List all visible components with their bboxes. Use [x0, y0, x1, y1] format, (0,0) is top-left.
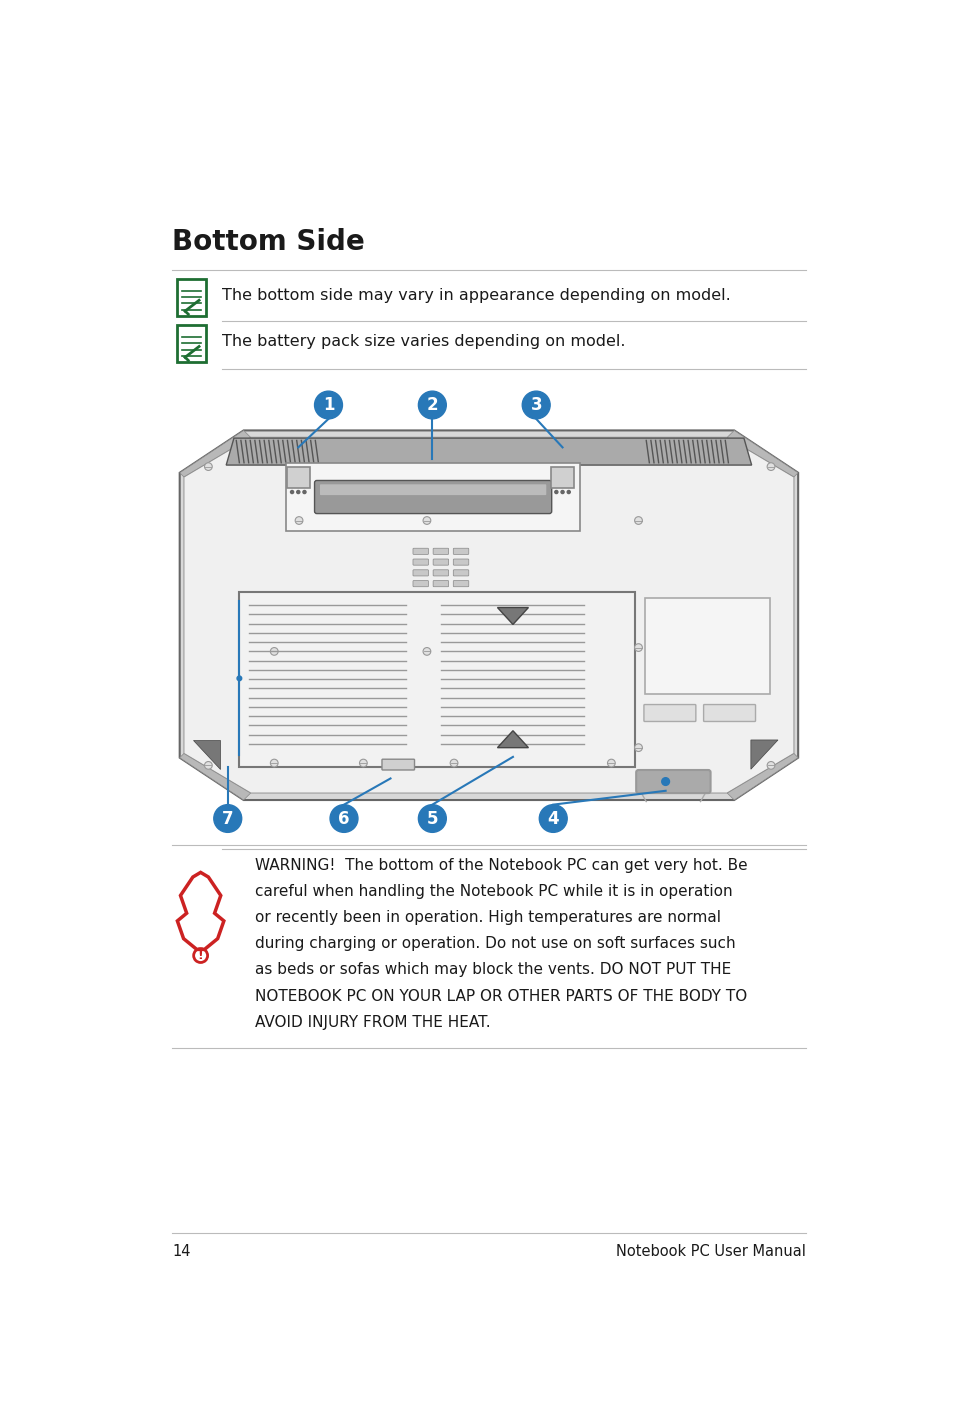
Polygon shape [179, 753, 251, 800]
Polygon shape [179, 431, 251, 476]
FancyBboxPatch shape [413, 570, 428, 576]
Circle shape [291, 491, 294, 493]
FancyBboxPatch shape [413, 559, 428, 566]
Text: as beds or sofas which may block the vents. DO NOT PUT THE: as beds or sofas which may block the ven… [254, 963, 730, 977]
Circle shape [422, 516, 431, 525]
Polygon shape [497, 730, 528, 747]
FancyBboxPatch shape [286, 462, 579, 530]
FancyBboxPatch shape [239, 593, 634, 767]
Circle shape [661, 777, 669, 786]
Text: Bottom Side: Bottom Side [172, 228, 364, 255]
Circle shape [538, 804, 567, 832]
Circle shape [236, 676, 241, 681]
Text: 7: 7 [222, 810, 233, 828]
Circle shape [270, 759, 278, 767]
Circle shape [766, 761, 774, 769]
Text: 2: 2 [426, 396, 437, 414]
Text: 6: 6 [338, 810, 350, 828]
FancyBboxPatch shape [433, 570, 448, 576]
Circle shape [450, 759, 457, 767]
FancyBboxPatch shape [433, 559, 448, 566]
Text: or recently been in operation. High temperatures are normal: or recently been in operation. High temp… [254, 910, 720, 925]
FancyBboxPatch shape [314, 481, 551, 513]
FancyBboxPatch shape [453, 549, 468, 554]
FancyBboxPatch shape [453, 580, 468, 587]
Circle shape [204, 761, 212, 769]
Text: careful when handling the Notebook PC while it is in operation: careful when handling the Notebook PC wh… [254, 883, 732, 899]
FancyBboxPatch shape [381, 759, 415, 770]
Circle shape [418, 804, 446, 832]
FancyBboxPatch shape [550, 467, 574, 488]
Circle shape [521, 391, 550, 418]
FancyBboxPatch shape [176, 279, 206, 316]
Text: 1: 1 [322, 396, 334, 414]
FancyBboxPatch shape [643, 705, 695, 722]
Circle shape [303, 491, 306, 493]
FancyBboxPatch shape [176, 325, 206, 362]
Text: The bottom side may vary in appearance depending on model.: The bottom side may vary in appearance d… [222, 288, 730, 303]
Circle shape [359, 759, 367, 767]
Circle shape [634, 516, 641, 525]
Text: 4: 4 [547, 810, 558, 828]
Circle shape [766, 462, 774, 471]
Polygon shape [179, 431, 798, 800]
Text: !: ! [197, 949, 203, 961]
Circle shape [634, 744, 641, 752]
Polygon shape [497, 607, 528, 624]
Circle shape [294, 516, 303, 525]
Circle shape [270, 648, 278, 655]
FancyBboxPatch shape [644, 597, 769, 693]
FancyBboxPatch shape [636, 770, 710, 793]
Circle shape [204, 462, 212, 471]
FancyBboxPatch shape [433, 549, 448, 554]
Circle shape [418, 391, 446, 418]
Circle shape [555, 491, 558, 493]
Text: 5: 5 [426, 810, 437, 828]
Text: NOTEBOOK PC ON YOUR LAP OR OTHER PARTS OF THE BODY TO: NOTEBOOK PC ON YOUR LAP OR OTHER PARTS O… [254, 988, 746, 1004]
Circle shape [314, 391, 342, 418]
Text: WARNING!  The bottom of the Notebook PC can get very hot. Be: WARNING! The bottom of the Notebook PC c… [254, 858, 747, 872]
Text: during charging or operation. Do not use on soft surfaces such: during charging or operation. Do not use… [254, 936, 735, 951]
FancyBboxPatch shape [433, 580, 448, 587]
FancyBboxPatch shape [319, 485, 546, 495]
Circle shape [560, 491, 563, 493]
FancyBboxPatch shape [413, 580, 428, 587]
Polygon shape [226, 438, 751, 465]
Polygon shape [184, 437, 793, 793]
Text: The battery pack size varies depending on model.: The battery pack size varies depending o… [222, 335, 625, 349]
Circle shape [634, 644, 641, 651]
Polygon shape [750, 740, 778, 769]
FancyBboxPatch shape [413, 549, 428, 554]
FancyBboxPatch shape [703, 705, 755, 722]
Text: Notebook PC User Manual: Notebook PC User Manual [616, 1245, 805, 1259]
Circle shape [422, 648, 431, 655]
Polygon shape [193, 740, 220, 769]
Circle shape [330, 804, 357, 832]
Text: 3: 3 [530, 396, 541, 414]
Circle shape [607, 759, 615, 767]
Polygon shape [726, 753, 798, 800]
FancyBboxPatch shape [453, 559, 468, 566]
Circle shape [213, 804, 241, 832]
Text: 14: 14 [172, 1245, 191, 1259]
Polygon shape [726, 431, 798, 476]
Circle shape [567, 491, 570, 493]
FancyBboxPatch shape [453, 570, 468, 576]
Text: AVOID INJURY FROM THE HEAT.: AVOID INJURY FROM THE HEAT. [254, 1015, 490, 1029]
Circle shape [296, 491, 299, 493]
FancyBboxPatch shape [286, 467, 310, 488]
